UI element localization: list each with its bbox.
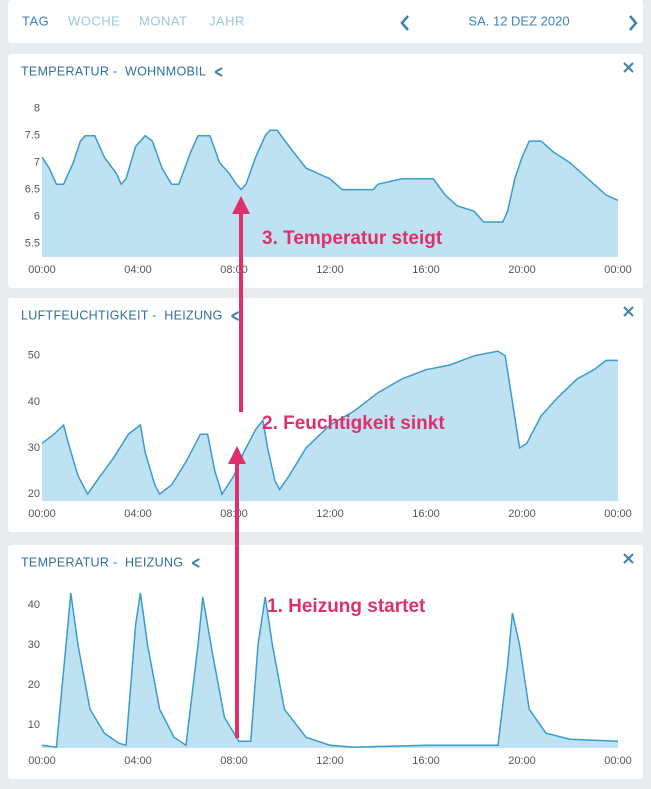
annotation: 2. Feuchtigkeit sinkt	[262, 413, 445, 434]
area	[42, 593, 618, 748]
tab[interactable]: MONAT	[139, 13, 187, 28]
card-background	[8, 545, 643, 779]
y-tick-label: 40	[28, 396, 40, 408]
chart-card: LUFTFEUCHTIGKEIT - HEIZUNG 20 30 40 50 00:00 0…	[8, 298, 643, 532]
annotations: 3. Temperatur steigt 2. Feuchtigkeit sin…	[228, 196, 445, 738]
tab[interactable]: WOCHE	[68, 13, 120, 28]
y-tick-label: 8	[34, 103, 40, 115]
chart-card: TEMPERATUR - WOHNMOBIL 5.5 6 6.5 7 7.5 8 00:00 0…	[8, 54, 643, 288]
y-tick-label: 20	[28, 679, 40, 691]
line	[41, 129, 619, 223]
area	[42, 130, 618, 257]
date: SA. 12 DEZ 2020	[468, 13, 569, 28]
line	[41, 592, 619, 749]
x-tick-label: 08:00	[220, 508, 248, 520]
x-tick-label: 12:00	[316, 755, 344, 767]
x-tick-label: 16:00	[412, 264, 440, 276]
close-button[interactable]	[623, 62, 634, 73]
y-tick-label: 7	[34, 157, 40, 169]
x-tick-label: 20:00	[508, 755, 536, 767]
x-tick-label: 00:00	[604, 508, 632, 520]
x-tick-label: 04:00	[124, 755, 152, 767]
x-tick-label: 00:00	[28, 755, 56, 767]
y-tick-label: 30	[28, 442, 40, 454]
arrow-head	[228, 446, 246, 464]
annotation: 1. Heizung startet	[267, 596, 426, 617]
line	[41, 350, 618, 496]
share-icon[interactable]	[191, 558, 200, 568]
y-tick-label: 7.5	[25, 130, 40, 142]
x-tick-label: 04:00	[124, 264, 152, 276]
close-button[interactable]	[623, 553, 634, 564]
header-bar	[8, 0, 643, 43]
y-tick-label: 5.5	[25, 237, 40, 249]
y-tick-label: 30	[28, 639, 40, 651]
x-tick-label: 08:00	[220, 755, 248, 767]
area	[42, 351, 618, 501]
x-tick-label: 16:00	[412, 755, 440, 767]
annotation: 3. Temperatur steigt	[262, 228, 443, 249]
chart-title: LUFTFEUCHTIGKEIT - HEIZUNG	[21, 308, 223, 322]
x-tick-label: 00:00	[28, 508, 56, 520]
prev-day[interactable]	[400, 15, 409, 31]
x-tick-label: 12:00	[316, 508, 344, 520]
tab[interactable]: JAHR	[209, 13, 245, 28]
x-tick-label: 16:00	[412, 508, 440, 520]
y-tick-label: 6.5	[25, 184, 40, 196]
x-tick-label: 04:00	[124, 508, 152, 520]
tab[interactable]: TAG	[22, 13, 49, 28]
y-tick-label: 40	[28, 599, 40, 611]
x-tick-label: 20:00	[508, 508, 536, 520]
x-tick-label: 00:00	[28, 264, 56, 276]
next-day[interactable]	[629, 15, 638, 31]
x-tick-label: 00:00	[604, 264, 632, 276]
arrow-head	[232, 196, 250, 214]
share-icon[interactable]	[214, 67, 223, 77]
close-button[interactable]	[623, 306, 634, 317]
share-icon[interactable]	[231, 311, 240, 321]
x-tick-label: 12:00	[316, 264, 344, 276]
chart-title: TEMPERATUR - WOHNMOBIL	[21, 64, 206, 78]
x-tick-label: 00:00	[604, 755, 632, 767]
x-tick-label: 20:00	[508, 264, 536, 276]
y-tick-label: 20	[28, 488, 40, 500]
y-tick-label: 6	[34, 210, 40, 222]
chart-title: TEMPERATUR - HEIZUNG	[21, 555, 183, 569]
chart-card: TEMPERATUR - HEIZUNG 10 20 30 40 00:00 04:00 08…	[8, 545, 643, 779]
y-tick-label: 50	[28, 350, 40, 362]
x-tick-label: 08:00	[220, 264, 248, 276]
y-tick-label: 10	[28, 719, 40, 731]
